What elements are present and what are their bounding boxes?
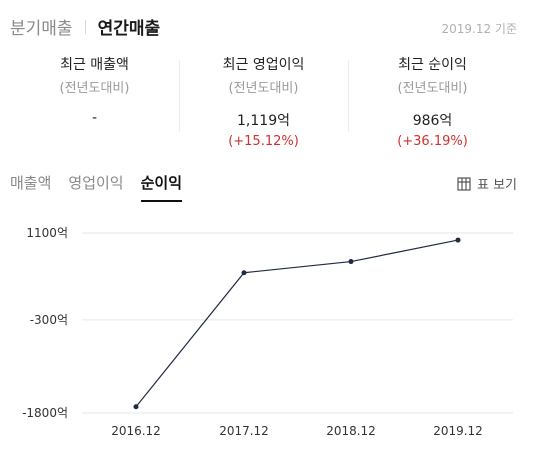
basis-date: 2019.12 기준 <box>441 22 517 36</box>
summary-net-income: 최근 순이익 (전년도대비) 986억 (+36.19%) <box>348 52 517 149</box>
metric-comparison-note: (전년도대비) <box>59 81 130 96</box>
summary-operating-profit: 최근 영업이익 (전년도대비) 1,119억 (+15.12%) <box>179 52 348 149</box>
tab-quarterly-sales[interactable]: 분기매출 <box>10 19 73 39</box>
y-tick-label: 1100억 <box>26 226 68 240</box>
tab-revenue[interactable]: 매출액 <box>10 174 52 192</box>
metric-comparison-note: (전년도대비) <box>397 81 468 96</box>
y-tick-label: -1800억 <box>22 406 68 420</box>
data-point[interactable] <box>455 237 461 243</box>
metric-value: 986억 <box>412 113 453 129</box>
x-tick-label: 2016.12 <box>111 424 161 438</box>
summary-panel: 최근 매출액 (전년도대비) - 최근 영업이익 (전년도대비) 1,119억 … <box>10 52 517 149</box>
data-point[interactable] <box>241 270 247 276</box>
metric-comparison-note: (전년도대비) <box>228 81 299 96</box>
metric-change: (+36.19%) <box>397 134 468 149</box>
metric-value: - <box>91 110 98 126</box>
tab-annual-sales[interactable]: 연간매출 <box>97 19 161 39</box>
table-view-button[interactable]: 표 보기 <box>457 174 517 193</box>
tab-operating-profit[interactable]: 영업이익 <box>68 174 124 192</box>
table-view-label: 표 보기 <box>476 178 517 193</box>
metric-label: 최근 매출액 <box>60 57 129 73</box>
metric-tabs: 매출액 영업이익 순이익 <box>10 172 199 202</box>
tab-net-income[interactable]: 순이익 <box>140 172 183 202</box>
table-icon <box>457 176 471 191</box>
data-point[interactable] <box>133 404 139 410</box>
period-tabs: 분기매출 연간매출 <box>10 14 160 39</box>
x-tick-label: 2019.12 <box>433 424 483 438</box>
x-tick-label: 2017.12 <box>219 424 269 438</box>
series-line <box>135 239 459 408</box>
metric-label: 최근 영업이익 <box>222 57 305 73</box>
net-income-line-chart: 1100억 -300억 -1800억 2016.12 2017.12 2018.12 201… <box>22 226 513 438</box>
tab-divider <box>84 19 86 34</box>
metric-change: (+15.12%) <box>228 134 299 149</box>
metric-value: 1,119억 <box>237 113 290 129</box>
metric-label: 최근 순이익 <box>398 57 467 73</box>
data-point[interactable] <box>348 259 354 265</box>
y-tick-label: -300억 <box>30 313 68 327</box>
summary-revenue: 최근 매출액 (전년도대비) - <box>10 52 179 142</box>
x-tick-label: 2018.12 <box>326 424 376 438</box>
